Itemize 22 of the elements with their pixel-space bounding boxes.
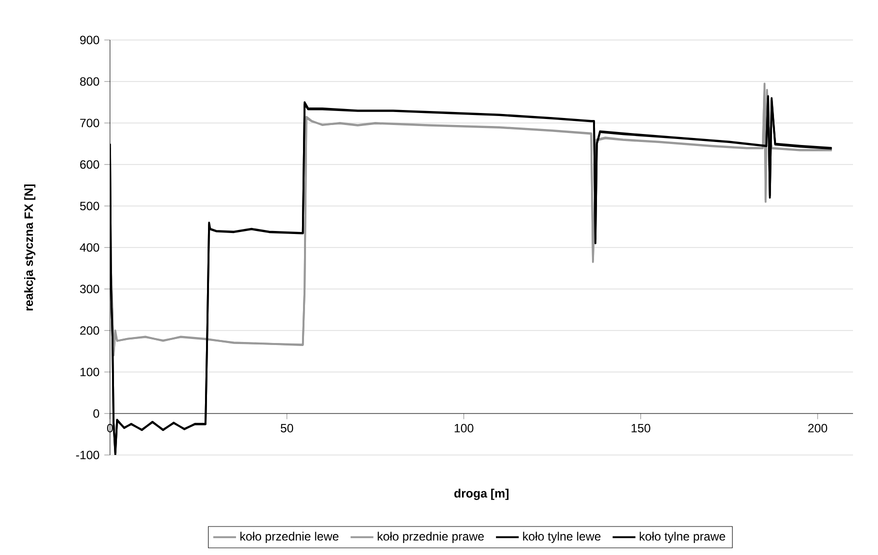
y-tick-label: 200 [80, 326, 100, 335]
x-tick-label: 200 [808, 424, 828, 432]
y-tick-label: 900 [80, 36, 100, 44]
legend-label: koło tylne lewe [523, 532, 600, 543]
y-tick-label: 0 [93, 409, 100, 418]
y-tick-label: 300 [80, 284, 100, 294]
legend-label: koło przednie prawe [378, 532, 484, 543]
legend-label: koło tylne prawe [640, 532, 726, 543]
y-tick-label: 100 [80, 368, 100, 376]
x-axis-title: droga [m] [454, 488, 508, 500]
y-tick-label: -100 [76, 450, 100, 460]
x-tick-label: 100 [454, 424, 474, 432]
x-tick-label: 0 [107, 424, 113, 432]
y-tick-label: 700 [80, 118, 100, 128]
x-tick-label: 150 [632, 424, 650, 432]
y-tick-label: 400 [80, 243, 100, 252]
x-tick-label: 50 [280, 424, 294, 432]
y-tick-label: 800 [80, 77, 100, 86]
y-tick-label: 500 [80, 202, 100, 210]
y-tick-label: 600 [80, 160, 100, 169]
y-axis-title: reakcja styczna FX [N] [24, 184, 36, 310]
legend-label: koło przednie lewe [240, 532, 338, 543]
